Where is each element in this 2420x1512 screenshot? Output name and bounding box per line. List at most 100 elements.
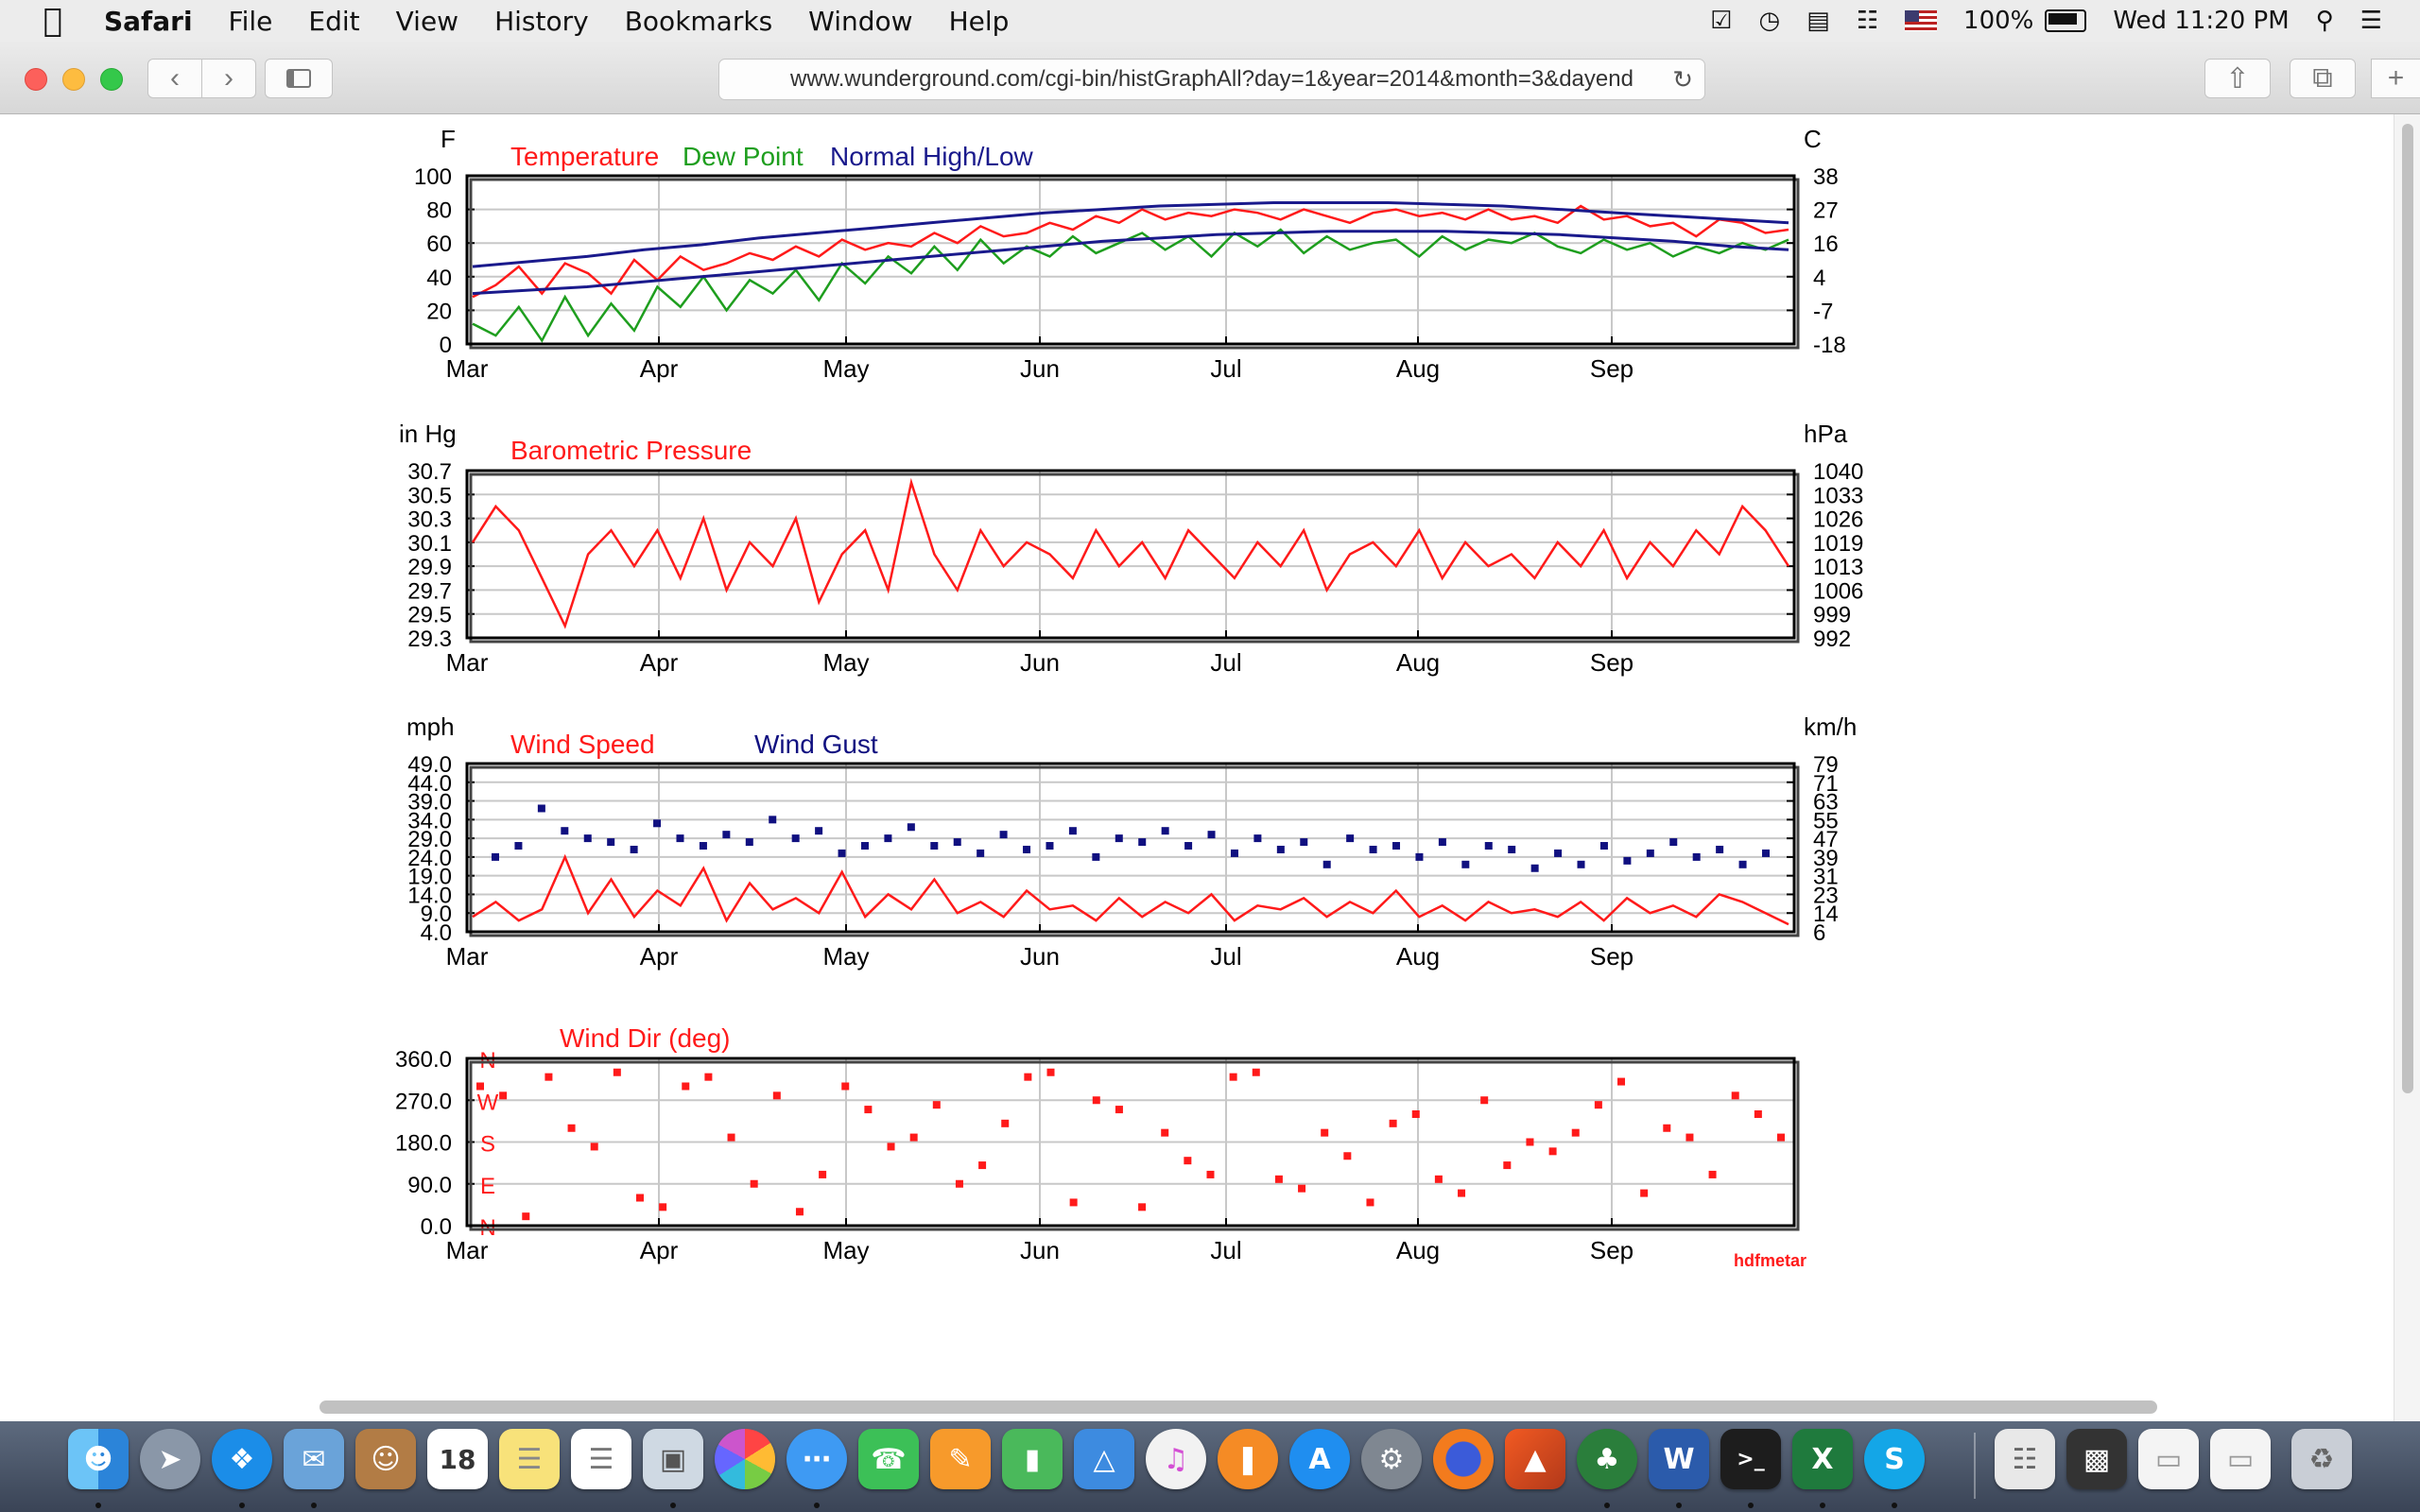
wind-dir-point bbox=[1069, 1198, 1078, 1207]
wind-dir-point bbox=[1458, 1189, 1466, 1197]
menu-window[interactable]: Window bbox=[808, 5, 913, 37]
forward-button[interactable]: › bbox=[201, 59, 256, 98]
new-tab-button[interactable]: + bbox=[2371, 59, 2420, 98]
preview-icon[interactable]: ▣ bbox=[643, 1429, 703, 1489]
safari-window-thumbnail-icon[interactable]: ▭ bbox=[2138, 1429, 2199, 1489]
safari-icon[interactable]: ❖ bbox=[212, 1429, 272, 1489]
show-tabs-button[interactable]: ⧉ bbox=[2290, 59, 2356, 98]
x-tick-label-3-2: May bbox=[822, 1236, 869, 1264]
wind-dir-point bbox=[1252, 1068, 1260, 1076]
mail-icon[interactable]: ✉ bbox=[284, 1429, 344, 1489]
y-tick-label-2-3: 34.0 bbox=[407, 808, 452, 833]
y-right-tick-label-2-6: 31 bbox=[1813, 865, 1839, 890]
wind-gust-point bbox=[1762, 849, 1770, 857]
firefox-icon[interactable] bbox=[1433, 1429, 1494, 1489]
zoom-window-button[interactable] bbox=[100, 68, 123, 91]
vertical-scroll-thumb[interactable] bbox=[2402, 124, 2413, 1093]
word-icon[interactable]: W bbox=[1649, 1429, 1709, 1489]
wind-gust-point bbox=[583, 834, 592, 843]
menu-view[interactable]: View bbox=[395, 5, 459, 37]
y-right-tick-label-0-4: -7 bbox=[1813, 299, 1833, 324]
messages-icon[interactable]: ⋯ bbox=[786, 1429, 847, 1489]
documents-stack-icon[interactable]: ☷ bbox=[1995, 1429, 2055, 1489]
horizontal-scroll-thumb[interactable] bbox=[320, 1400, 2157, 1414]
x-tick-label-1-4: Jul bbox=[1210, 648, 1241, 677]
clock[interactable]: Wed 11:20 PM bbox=[2113, 7, 2290, 35]
app-store-icon[interactable]: A bbox=[1289, 1429, 1350, 1489]
wind-dir-point bbox=[1411, 1110, 1420, 1118]
photos-icon[interactable] bbox=[715, 1429, 775, 1489]
wind-gust-point bbox=[1738, 860, 1747, 868]
notification-center-icon[interactable]: ☰ bbox=[2360, 7, 2382, 35]
memory-icon[interactable]: ▤ bbox=[1806, 7, 1830, 35]
wind-dir-point bbox=[1206, 1170, 1215, 1178]
vertical-scrollbar[interactable] bbox=[2394, 114, 2420, 1422]
wind-gust-point bbox=[1230, 849, 1238, 857]
facetime-icon[interactable]: ☎ bbox=[858, 1429, 919, 1489]
wind-dir-point bbox=[772, 1091, 781, 1100]
launchpad-icon[interactable]: ➤ bbox=[140, 1429, 200, 1489]
y-tick-label-1-1: 30.5 bbox=[407, 483, 452, 508]
battery-icon[interactable] bbox=[2039, 9, 2087, 32]
wind-left-unit: mph bbox=[406, 713, 455, 741]
y-tick-label-0-2: 60 bbox=[426, 232, 452, 257]
terminal-icon[interactable]: >_ bbox=[1720, 1429, 1781, 1489]
address-bar[interactable]: www.wunderground.com/cgi-bin/histGraphAl… bbox=[718, 59, 1705, 100]
sidebar-toggle-button[interactable] bbox=[265, 59, 333, 98]
wifi-icon[interactable]: ☷ bbox=[1856, 7, 1879, 35]
minimize-window-button[interactable] bbox=[62, 68, 85, 91]
notes-icon[interactable]: ☰ bbox=[499, 1429, 560, 1489]
wind-dir-point bbox=[1298, 1184, 1306, 1193]
evernote-icon[interactable]: ♣ bbox=[1577, 1429, 1637, 1489]
wind-gust-point bbox=[1046, 842, 1054, 850]
battery-percent[interactable]: 100% bbox=[1963, 7, 2034, 35]
apple-menu-icon[interactable]:  bbox=[38, 2, 68, 40]
excel-icon[interactable]: X bbox=[1792, 1429, 1853, 1489]
system-preferences-icon[interactable]: ⚙ bbox=[1361, 1429, 1422, 1489]
plot-shadow-3 bbox=[469, 1060, 1800, 1231]
spotlight-search-icon[interactable]: ⚲ bbox=[2315, 7, 2334, 35]
time-machine-icon[interactable]: ◷ bbox=[1758, 7, 1781, 35]
wind-gust-point bbox=[1692, 852, 1701, 861]
input-source-flag-icon[interactable] bbox=[1905, 10, 1938, 31]
finder-icon[interactable]: ☻ bbox=[68, 1429, 129, 1489]
wind-dir-point bbox=[841, 1082, 850, 1091]
plot-shadow-0 bbox=[469, 178, 1800, 350]
matlab-icon[interactable]: ▲ bbox=[1505, 1429, 1565, 1489]
itunes-icon[interactable]: ♫ bbox=[1146, 1429, 1206, 1489]
contacts-icon[interactable]: ☺ bbox=[355, 1429, 416, 1489]
horizontal-scrollbar[interactable] bbox=[0, 1391, 2394, 1419]
ibooks-icon[interactable]: ❚ bbox=[1218, 1429, 1278, 1489]
y-tick-label-2-9: 4.0 bbox=[421, 920, 452, 946]
menu-app-name[interactable]: Safari bbox=[104, 5, 193, 37]
back-button[interactable]: ‹ bbox=[147, 59, 202, 98]
menu-history[interactable]: History bbox=[494, 5, 589, 37]
running-indicator-finder bbox=[95, 1503, 101, 1508]
wind-dir-point bbox=[499, 1091, 508, 1100]
y-tick-label-2-0: 49.0 bbox=[407, 752, 452, 778]
pages-icon[interactable]: ✎ bbox=[930, 1429, 991, 1489]
share-button[interactable]: ⇧ bbox=[2204, 59, 2271, 98]
numbers-icon[interactable]: ▮ bbox=[1002, 1429, 1063, 1489]
menu-help[interactable]: Help bbox=[948, 5, 1010, 37]
x-tick-label-3-6: Sep bbox=[1590, 1236, 1634, 1264]
reload-icon[interactable]: ↻ bbox=[1672, 65, 1693, 94]
keynote-icon[interactable]: △ bbox=[1074, 1429, 1134, 1489]
temp-left-unit: F bbox=[441, 125, 456, 153]
wind-gust-point bbox=[537, 804, 545, 813]
menu-bookmarks[interactable]: Bookmarks bbox=[624, 5, 773, 37]
terminal-window-thumbnail-icon[interactable]: ▩ bbox=[2066, 1429, 2127, 1489]
reminders-icon[interactable]: ☰ bbox=[571, 1429, 631, 1489]
menu-edit[interactable]: Edit bbox=[308, 5, 360, 37]
menu-file[interactable]: File bbox=[228, 5, 273, 37]
calendar-icon[interactable]: 18 bbox=[427, 1429, 488, 1489]
skype-icon[interactable]: S bbox=[1864, 1429, 1925, 1489]
close-window-button[interactable] bbox=[25, 68, 47, 91]
x-tick-label-0-5: Aug bbox=[1396, 354, 1440, 383]
wind-gust-point bbox=[676, 834, 684, 843]
running-indicator-safari bbox=[239, 1503, 245, 1508]
python-window-thumbnail-icon[interactable]: ▭ bbox=[2210, 1429, 2271, 1489]
checkmark-status-icon[interactable]: ☑ bbox=[1710, 7, 1733, 35]
trash-icon[interactable]: ♻ bbox=[2291, 1429, 2352, 1489]
wind-dir-point bbox=[1434, 1175, 1443, 1183]
